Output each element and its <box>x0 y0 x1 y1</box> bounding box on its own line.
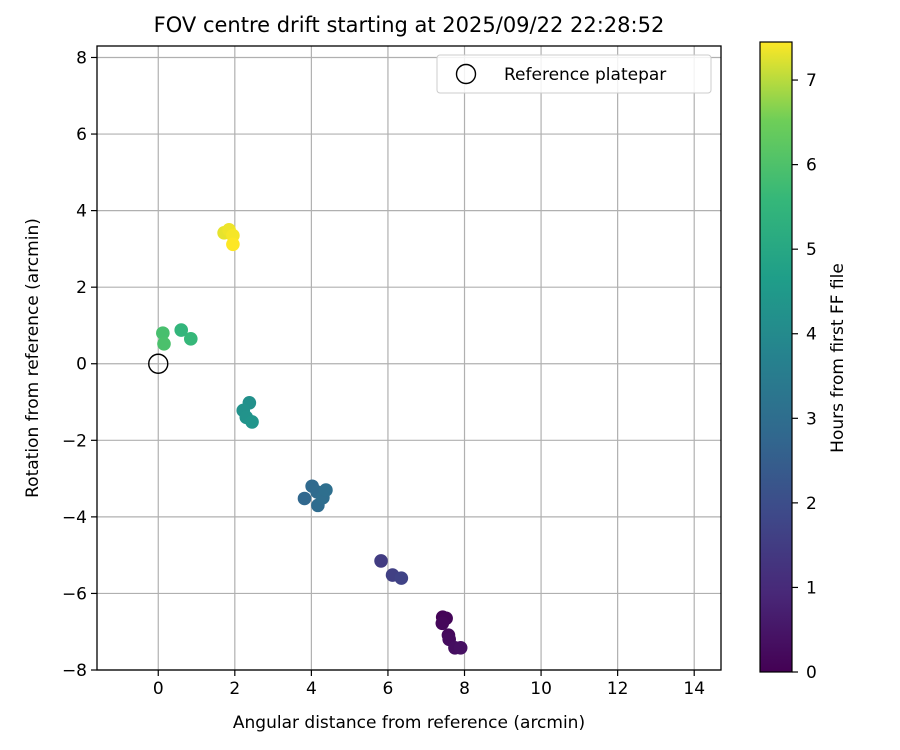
data-points <box>156 222 468 655</box>
data-point <box>319 483 333 497</box>
x-tick-label: 10 <box>530 679 552 699</box>
colorbar-label: Hours from first FF file <box>828 263 848 453</box>
data-point <box>435 616 450 631</box>
colorbar-ticks: 0 1 2 3 4 5 6 7 <box>792 71 817 683</box>
colorbar-tick-label: 1 <box>806 578 817 598</box>
data-point <box>226 237 240 252</box>
y-tick-label: −8 <box>62 661 87 681</box>
x-tick-label: 14 <box>683 679 705 699</box>
y-tick-label: −6 <box>62 584 87 604</box>
x-tick-label: 6 <box>383 679 394 699</box>
x-tick-label: 8 <box>459 679 470 699</box>
colorbar-tick-label: 2 <box>806 494 817 514</box>
legend-entry-reference: Reference platepar <box>504 65 666 85</box>
x-tick-label: 2 <box>229 679 240 699</box>
plot-frame <box>96 45 722 671</box>
y-tick-label: −2 <box>62 431 87 451</box>
colorbar-tick-label: 0 <box>806 663 817 683</box>
y-tick-label: 8 <box>76 48 87 68</box>
colorbar-tick-label: 7 <box>806 71 817 91</box>
data-point <box>245 415 259 429</box>
legend-box <box>436 54 712 94</box>
y-tick-label: 4 <box>76 202 87 222</box>
data-point <box>453 640 468 655</box>
data-point <box>174 323 189 337</box>
legend: Reference platepar <box>436 54 712 94</box>
chart-title: FOV centre drift starting at 2025/09/22 … <box>154 13 665 37</box>
x-axis: 0 2 4 6 8 10 12 14 <box>153 670 705 699</box>
y-axis-label: Rotation from reference (arcmin) <box>23 218 43 498</box>
data-point <box>156 326 170 340</box>
x-axis-label: Angular distance from reference (arcmin) <box>233 713 585 733</box>
data-point <box>374 554 388 568</box>
data-point <box>183 332 198 346</box>
colorbar-tick-label: 3 <box>806 409 817 429</box>
x-tick-label: 0 <box>153 679 164 699</box>
colorbar-tick-label: 6 <box>806 156 817 176</box>
reference-marker-group <box>148 353 169 374</box>
grid <box>97 46 721 671</box>
data-point <box>157 337 171 351</box>
x-tick-label: 4 <box>306 679 317 699</box>
reference-marker <box>148 353 169 374</box>
y-tick-label: −4 <box>62 508 87 528</box>
data-point <box>297 491 312 506</box>
y-axis: −8 −6 −4 −2 0 2 4 6 8 <box>62 48 97 681</box>
y-tick-label: 6 <box>76 125 87 145</box>
colorbar-tick-label: 5 <box>806 240 817 260</box>
legend-marker <box>455 63 477 85</box>
data-point <box>394 571 409 585</box>
y-tick-label: 0 <box>76 355 87 375</box>
colorbar-tick-label: 4 <box>806 325 817 345</box>
y-tick-label: 2 <box>76 278 87 298</box>
x-tick-label: 12 <box>607 679 629 699</box>
colorbar: 0 1 2 3 4 5 6 7 Hours from first FF file <box>759 41 848 683</box>
colorbar-gradient <box>759 41 793 673</box>
